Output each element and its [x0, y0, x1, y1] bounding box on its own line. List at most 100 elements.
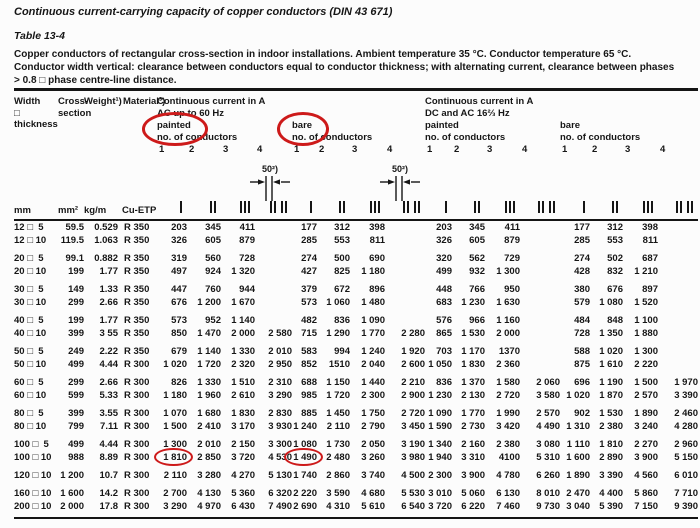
red-circle-bare-annotation: bare — [276, 112, 330, 145]
document-title: Continuous current-carrying capacity of … — [14, 6, 393, 18]
count-header: 3 — [625, 144, 631, 155]
current-value-cell: 848 — [607, 315, 623, 326]
table-row: 120 □ 10 1 200 10.7 R 300 2 110 3 280 4 270 5 1… — [14, 464, 698, 482]
current-value-cell: 3 260 — [361, 452, 385, 463]
spacing-dimension-diagram: 50²) — [380, 164, 420, 201]
bottom-rule — [14, 517, 698, 519]
cross-section-cell: 1 200 — [60, 470, 84, 481]
current-value-cell: 1 990 — [496, 408, 520, 419]
current-value-cell: 1 530 — [599, 408, 623, 419]
current-value-cell — [658, 296, 698, 309]
material-cell: R 300 — [124, 359, 150, 370]
current-value-cell: 9 390 — [674, 501, 698, 512]
current-value-cell: 3 980 — [401, 452, 425, 463]
size-cell: 100 □ 5 — [14, 439, 49, 450]
current-value-cell: 1 320 — [231, 266, 255, 277]
current-value-cell: 1 500 — [163, 421, 187, 432]
material-cell: R 350 — [124, 253, 150, 264]
current-value-cell: 1 600 — [566, 452, 590, 463]
unit-weight: kg/m — [84, 201, 118, 221]
current-value-cell: 897 — [642, 284, 658, 295]
weight-cell: 5.33 — [99, 390, 119, 401]
current-value-cell: 1 630 — [496, 297, 520, 308]
current-value-cell: 3 040 — [566, 501, 590, 512]
current-value-cell — [658, 309, 698, 327]
current-value-cell: 1 590 — [428, 421, 452, 432]
conductor-icon-2x2-bars — [676, 201, 693, 213]
current-value-cell: 3 190 — [401, 439, 425, 450]
current-value-cell: 1 870 — [599, 390, 623, 401]
current-value-cell: 1 770 — [461, 408, 485, 419]
current-value-cell: 811 — [642, 235, 658, 246]
group-header-ac: Continuous current in A AC up to 60 Hz — [157, 96, 266, 119]
current-value-cell — [658, 247, 698, 265]
count-header: 3 — [487, 144, 493, 155]
current-value-cell: 1 070 — [163, 408, 187, 419]
current-value-cell — [520, 265, 560, 278]
current-value-cell: 4 970 — [197, 501, 221, 512]
table-row: 160 □ 10 1 600 14.2 R 300 2 700 4 130 5 360 6 3… — [14, 482, 698, 500]
weight-cell: 17.8 — [99, 501, 119, 512]
cross-section-cell: 199 — [68, 266, 84, 277]
current-value-cell: 966 — [469, 315, 485, 326]
current-value-cell — [520, 327, 560, 340]
current-value-cell: 2 000 — [496, 328, 520, 339]
current-value-cell: 729 — [504, 253, 520, 264]
weight-cell: 2.66 — [99, 377, 119, 388]
current-value-cell: 3 170 — [231, 421, 255, 432]
current-value-cell: 285 — [574, 235, 590, 246]
current-value-cell: 5 530 — [401, 488, 425, 499]
current-value-cell: 6 010 — [674, 470, 698, 481]
current-value-cell: 398 — [369, 222, 385, 233]
current-value-cell: 832 — [607, 266, 623, 277]
current-value-cell: 879 — [239, 235, 255, 246]
current-value-cell: 3 740 — [361, 470, 385, 481]
table-row: 20 □ 5 99.1 0.882 R 350 319 560 728 274 500 690 32… — [14, 247, 698, 265]
material-cell: R 300 — [124, 377, 150, 388]
current-value-cell: 3 310 — [461, 452, 485, 463]
current-value-cell — [520, 358, 560, 371]
current-capacity-table: Width □ thickness Cross- section Weight¹… — [14, 96, 698, 513]
no-of-conductors-label: no. of conductors — [425, 131, 506, 143]
current-value-cell: 427 — [301, 266, 317, 277]
conductor-icon-3-bars — [370, 201, 380, 213]
count-header: 2 — [189, 144, 195, 155]
current-value-cell: 3 930 — [268, 421, 292, 432]
current-value-cell: 1 680 — [197, 408, 221, 419]
size-cell: 50 □ 5 — [14, 346, 44, 357]
subgroup-painted-dc: painted no. of conductors — [425, 120, 506, 143]
cross-section-cell: 1 600 — [60, 488, 84, 499]
table-row: 100 □ 10 988 8.89 R 300 1 810 2 850 3 720 4 530… — [14, 448, 698, 466]
size-cell: 12 □ 5 — [14, 222, 44, 233]
current-value-cell: 4 130 — [197, 488, 221, 499]
material-cell: R 300 — [124, 421, 150, 432]
conductor-icon-2-bars — [612, 201, 618, 213]
current-value-cell: 2 960 — [674, 439, 698, 450]
count-header: 1 — [427, 144, 433, 155]
weight-cell: 2.66 — [99, 297, 119, 308]
table-row: 40 □ 5 199 1.77 R 350 573 952 1 140 482 836 1 090… — [14, 309, 698, 327]
current-value-cell: 679 — [171, 346, 187, 357]
current-value-cell: 850 — [171, 328, 187, 339]
count-header: 4 — [387, 144, 393, 155]
current-value-cell: 1 520 — [634, 297, 658, 308]
dimension-cell: 50²) — [250, 157, 292, 201]
table-row: 80 □ 5 399 3.55 R 300 1 070 1 680 1 830 2 830 88… — [14, 402, 698, 420]
dimension-annotation-row: 50²) 50²) — [14, 157, 698, 201]
current-value-cell: 865 — [436, 328, 452, 339]
dimension-cell: 50²) — [380, 157, 425, 201]
current-value-cell: 1 890 — [634, 408, 658, 419]
subgroup-bare-dc: bare no. of conductors — [560, 120, 641, 143]
current-value-cell: 3 580 — [536, 390, 560, 401]
table-body: 12 □ 5 59.5 0.529 R 350 203 345 411 177 312 398 20… — [14, 220, 698, 513]
size-cell: 160 □ 10 — [14, 488, 52, 499]
current-value-cell: 1 340 — [428, 439, 452, 450]
current-value-cell: 5 150 — [674, 452, 698, 463]
weight-cell: 3.55 — [99, 408, 119, 419]
current-value-cell: 676 — [171, 297, 187, 308]
size-cell: 30 □ 10 — [14, 297, 47, 308]
current-value-cell — [255, 265, 292, 278]
current-value-cell: 3 420 — [496, 421, 520, 432]
current-value-cell: 2 380 — [496, 439, 520, 450]
cross-section-cell: 59.5 — [65, 222, 85, 233]
